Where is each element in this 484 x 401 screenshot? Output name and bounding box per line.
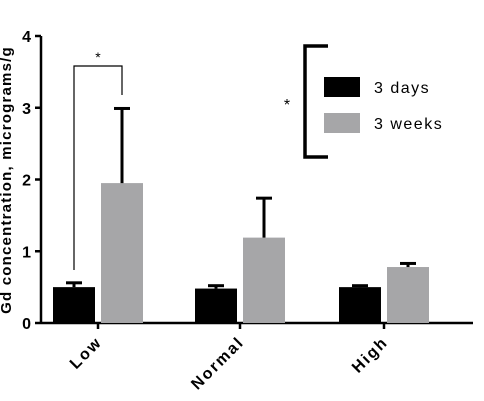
x-tick-label: Low — [67, 334, 106, 373]
error-bars — [66, 106, 416, 289]
x-tick-label: Normal — [188, 334, 247, 393]
legend-label-3-weeks: 3 weeks — [374, 116, 443, 133]
significance-star-low: * — [95, 49, 101, 65]
y-axis-label: Gd concentration, micrograms/g — [0, 46, 15, 314]
legend-swatch-3-days — [324, 77, 360, 97]
bar-3-weeks-normal — [243, 237, 285, 323]
legend-bracket — [303, 44, 328, 159]
legend-significance-star: * — [284, 97, 290, 114]
bars — [53, 183, 429, 323]
legend: * 3 days 3 weeks — [284, 44, 443, 159]
y-tick-label: 1 — [22, 244, 31, 261]
x-tick-label: High — [349, 334, 392, 377]
y-tick-label: 4 — [22, 29, 31, 46]
y-tick-label: 3 — [22, 101, 31, 118]
annotations: * — [73, 49, 123, 270]
bar-3-days-normal — [195, 288, 237, 323]
legend-swatch-3-weeks — [324, 113, 360, 133]
bar-3-weeks-high — [387, 267, 429, 323]
bar-3-days-high — [339, 287, 381, 323]
legend-label-3-days: 3 days — [374, 80, 430, 97]
y-tick-label: 0 — [22, 316, 31, 333]
bar-3-weeks-low — [101, 183, 143, 323]
bar-3-days-low — [53, 287, 95, 323]
y-tick-label: 2 — [22, 173, 31, 190]
significance-bracket-low — [73, 65, 123, 270]
